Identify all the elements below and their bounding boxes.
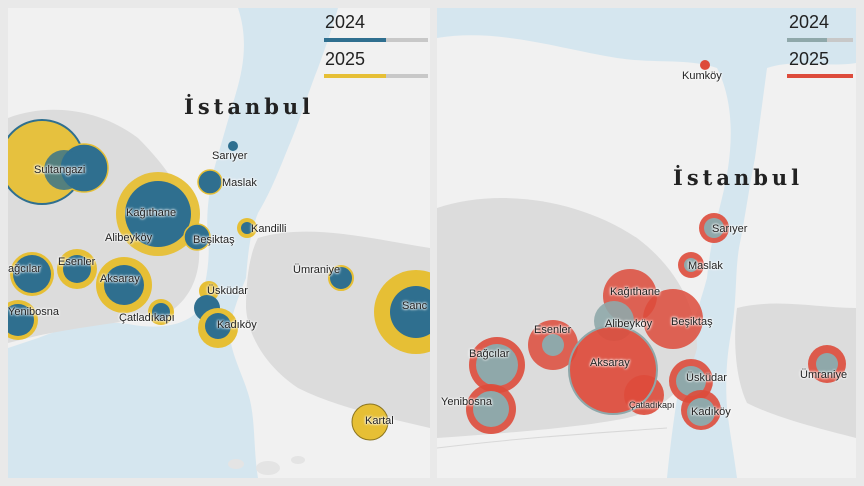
place-label-bagcilar: ağcılar [8,263,42,275]
right-map-panel: İstanbul 2024 2025 Kumköy Sarıyer Maslak… [437,8,856,478]
place-label-yenibosna: Yenibosna [441,396,492,408]
place-label-kumkoy: Kumköy [682,70,722,82]
city-label: İstanbul [184,94,315,119]
city-label: İstanbul [673,165,804,190]
bubble-2025-kumkoy [700,60,710,70]
place-label-besiktas: Beşiktaş [193,234,235,246]
place-label-yenibosna: Yenibosna [8,306,59,318]
bubble-2024-maslak [197,169,223,195]
bubble-2024-besiktas [183,223,211,251]
place-label-catladikapi: Çatladıkapı [119,312,175,324]
islands [228,456,305,475]
right-basemap [437,8,856,478]
bubble-2024-kandilli [241,222,253,234]
place-label-alibeykoy: Alibeyköy [605,318,653,330]
place-label-kagithane: Kağıthane [610,286,661,298]
place-label-aksaray: Aksaray [100,273,140,285]
legend-bar [324,38,428,42]
place-label-umraniye: Ümraniye [293,264,341,276]
right-bubbles [466,60,846,434]
bubble-2024-yenibosna [473,391,509,427]
legend-bar [787,38,853,42]
bubble-2024-sariyer [704,218,724,238]
bubble-2024-catladikapi [152,303,170,321]
left-basemap [8,8,430,478]
bubble-2024-aksaray [104,265,144,305]
bubble-2024-maslak [684,258,698,272]
place-label-uskudar: Üsküdar [686,372,727,384]
legend-fill [324,38,387,42]
legend-year-label: 2025 [789,49,830,69]
bubble-2024-esenler [542,334,564,356]
place-label-maslak: Maslak [688,260,723,272]
place-label-besiktas: Beşiktaş [671,316,713,328]
left-map-panel: İstanbul 2024 2025 Sultangazi Sarıyer Ma… [8,8,430,478]
legend-fill [787,38,827,42]
bubble-2025-kartal [351,403,389,441]
bubble-2025-aksaray [568,325,658,415]
bubble-2024-uskudar [676,366,706,396]
place-label-esenler: Esenler [58,256,96,268]
bubble-2024-kagithane [125,181,191,247]
place-label-bagcilar: Bağcılar [469,348,510,360]
bubble-2024-sariyer [228,141,238,151]
bubble-2024-umraniye [816,353,838,375]
bubble-2024-kadikoy [205,313,231,339]
bubble-2024-sancaktepe [390,286,430,338]
place-label-maslak: Maslak [222,177,257,189]
place-label-sariyer: Sarıyer [212,150,248,162]
legend-year-label: 2025 [325,49,366,69]
left-bubbles [8,119,430,441]
place-label-uskudar: Üsküdar [207,285,248,297]
place-label-kadikoy: Kadıköy [691,406,731,418]
legend-year-label: 2024 [789,12,830,32]
place-label-kagithane: Kağıthane [126,207,177,219]
bubble-2024-kadikoy [687,398,715,426]
place-label-catladikapi: Çatladıkapı [629,400,675,410]
bubble-2024-esenler [63,255,91,283]
place-label-esenler: Esenler [534,324,572,336]
place-label-kandilli: Kandilli [251,223,287,235]
place-label-kadikoy: Kadıköy [217,319,257,331]
coastline-detail [437,427,668,449]
place-label-alibeykoy: Alibeyköy [105,232,153,244]
bubble-2024-yenibosna [8,304,34,336]
place-label-sancaktepe: Sanc [402,300,428,312]
place-label-kartal: Kartal [365,415,394,427]
bubble-2024-bagcilar [476,344,518,386]
legend-bar [324,74,428,78]
place-label-umraniye: Ümraniye [800,369,848,381]
place-label-sariyer: Sarıyer [712,223,748,235]
bubble-2025-besiktas [643,289,703,349]
bubble-2024-umraniye [328,265,354,291]
bubble-2024-bagcilar [13,255,51,293]
legend-fill [324,74,387,78]
legend-fill [787,74,853,78]
legend-bar [787,74,853,78]
bubble-2024-sultangazi-b [44,150,84,190]
place-label-aksaray: Aksaray [590,357,630,369]
place-label-sultangazi: Sultangazi [34,164,86,176]
legend-year-label: 2024 [325,12,366,32]
